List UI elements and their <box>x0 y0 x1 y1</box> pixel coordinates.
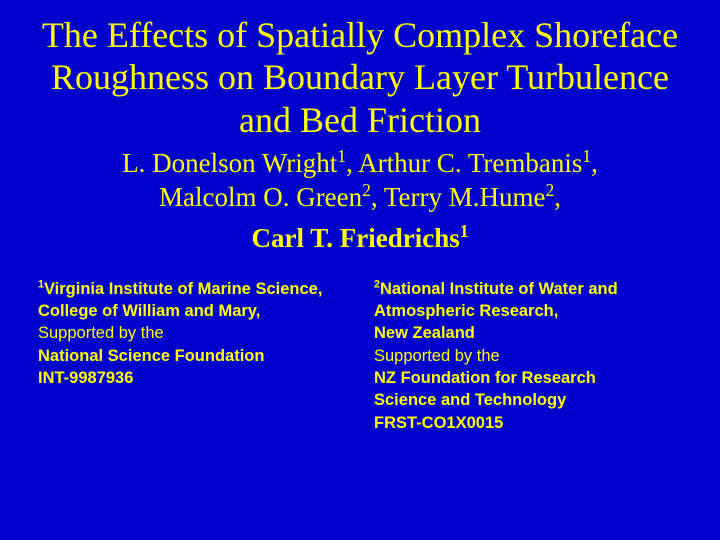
author-text: Malcolm O. Green <box>159 182 362 212</box>
presenter-sup: 1 <box>460 221 469 241</box>
author-text: , Terry M.Hume <box>371 182 546 212</box>
affil-text: Science and Technology <box>374 391 566 409</box>
affiliations-row: 1Virginia Institute of Marine Science, C… <box>36 278 684 434</box>
affiliation-left: 1Virginia Institute of Marine Science, C… <box>38 278 346 434</box>
presenter-name: Carl T. Friedrichs <box>252 223 460 253</box>
affil-text: Supported by the <box>38 324 164 342</box>
author-sup: 2 <box>362 180 371 200</box>
affil-text: National Science Foundation <box>38 347 264 365</box>
affil-text: Atmospheric Research, <box>374 302 558 320</box>
affil-text: Supported by the <box>374 347 500 365</box>
author-sup: 1 <box>582 146 591 166</box>
author-text: L. Donelson Wright <box>122 148 337 178</box>
author-text: , Arthur C. Trembanis <box>346 148 582 178</box>
author-sup: 2 <box>546 180 555 200</box>
affil-text: National Institute of Water and <box>380 280 618 298</box>
affil-text: College of William and Mary, <box>38 302 260 320</box>
slide-title: The Effects of Spatially Complex Shorefa… <box>36 14 684 141</box>
affil-text: FRST-CO1X0015 <box>374 414 503 432</box>
affil-text: INT-9987936 <box>38 369 133 387</box>
affiliation-right: 2National Institute of Water and Atmosph… <box>374 278 682 434</box>
authors-block: L. Donelson Wright1, Arthur C. Trembanis… <box>36 147 684 215</box>
affil-text: Virginia Institute of Marine Science, <box>44 280 322 298</box>
affil-text: NZ Foundation for Research <box>374 369 596 387</box>
affil-text: New Zealand <box>374 324 475 342</box>
author-text: , <box>591 148 598 178</box>
author-text: , <box>554 182 561 212</box>
author-sup: 1 <box>337 146 346 166</box>
presenter-block: Carl T. Friedrichs1 <box>36 223 684 254</box>
